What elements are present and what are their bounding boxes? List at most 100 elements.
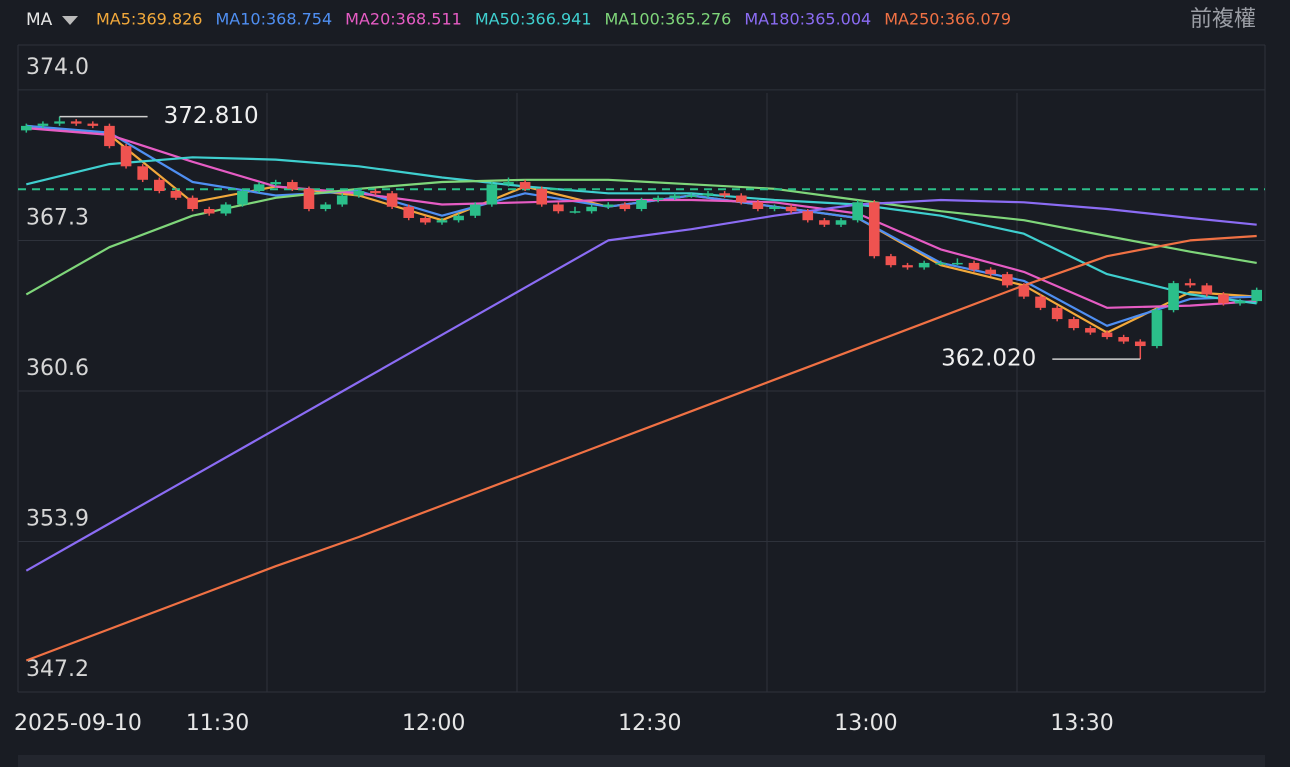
candle-body <box>636 200 647 209</box>
candle-body <box>320 204 331 209</box>
candles <box>20 116 1263 360</box>
legend-entry: MA250:366.079 <box>884 10 1011 29</box>
y-tick-label: 353.9 <box>26 506 89 531</box>
candle-body <box>54 121 65 124</box>
candle-body <box>519 182 531 189</box>
candle-body <box>752 202 764 209</box>
candle-body <box>802 211 814 221</box>
candle-body <box>835 220 847 225</box>
ma-line <box>25 234 1257 662</box>
candle-body <box>104 125 115 147</box>
candle-body <box>1068 319 1080 329</box>
candle-body <box>1168 283 1179 311</box>
candle-body <box>1151 310 1163 347</box>
candle-body <box>553 204 564 212</box>
candle-body <box>287 182 298 189</box>
candle-body <box>536 188 548 205</box>
candle-body <box>852 202 863 221</box>
candle-body <box>453 215 464 221</box>
x-tick-label: 13:00 <box>834 711 897 736</box>
candle-body <box>503 182 514 185</box>
legend: MA MA5:369.826 MA10:368.754 MA20:368.511 MA… <box>26 10 1011 31</box>
candle-body <box>918 262 930 268</box>
candle-body <box>270 182 282 185</box>
candle-body <box>619 204 631 209</box>
candle-body <box>1218 294 1229 304</box>
legend-entry: MA100:365.276 <box>605 10 732 29</box>
candle-body <box>652 197 664 201</box>
x-tick-label: 11:30 <box>186 711 249 736</box>
dropdown-arrow[interactable] <box>62 16 78 25</box>
candle-body <box>70 121 82 124</box>
candle-body <box>885 256 897 266</box>
candle-body <box>735 195 747 203</box>
x-tick-label: 13:30 <box>1050 711 1113 736</box>
annotation-label: 372.810 <box>164 103 259 129</box>
candle-body <box>785 206 797 212</box>
candle-body <box>935 262 947 265</box>
candle-body <box>469 204 481 216</box>
ma-line <box>26 127 1257 309</box>
x-tick-label: 12:00 <box>402 711 465 736</box>
candle-body <box>1234 301 1246 304</box>
candle-body <box>902 265 913 268</box>
candle-body <box>1001 274 1013 286</box>
ma-line <box>25 198 1257 572</box>
candle-body <box>154 179 165 192</box>
candle-body <box>187 197 198 209</box>
candle-body <box>1101 332 1113 338</box>
candle-body <box>253 184 265 192</box>
candle-body <box>203 208 215 214</box>
candle-body <box>968 262 980 270</box>
candle-body <box>353 191 365 196</box>
candle-body <box>669 195 681 198</box>
candle-body <box>985 269 996 275</box>
candle-body <box>1051 307 1063 320</box>
candle-body <box>686 195 697 198</box>
ma-line <box>25 178 1257 296</box>
candle-body <box>20 125 32 131</box>
candle-body <box>602 204 614 207</box>
candle-body <box>952 262 963 265</box>
candle-body <box>436 220 448 223</box>
candle-body <box>303 188 315 209</box>
candle-body <box>336 195 348 205</box>
candle-body <box>137 166 149 180</box>
y-tick-label: 347.2 <box>26 657 89 682</box>
annotation-label: 362.020 <box>941 346 1036 372</box>
legend-entry: MA180:365.004 <box>744 10 871 29</box>
legend-entry: MA20:368.511 <box>345 10 462 29</box>
indicator-label[interactable]: MA <box>26 10 53 30</box>
candle-body <box>569 211 581 213</box>
candle-body <box>370 191 381 194</box>
candle-body <box>819 220 830 225</box>
bottom-panel <box>18 755 1265 767</box>
candle-body <box>120 146 132 167</box>
candle-body <box>386 193 398 207</box>
y-tick-label: 360.6 <box>26 356 89 381</box>
candle-body <box>1018 285 1030 297</box>
candle-body <box>220 204 232 214</box>
candle-body <box>1184 283 1196 286</box>
candle-body <box>1085 328 1096 333</box>
date-label: 2025-09-10 <box>14 711 142 736</box>
y-tick-label: 374.0 <box>26 55 89 80</box>
candle-body <box>1251 289 1263 302</box>
adjust-label[interactable]: 前複權 <box>1190 7 1256 32</box>
candle-body <box>868 202 880 257</box>
candle-body <box>1201 285 1213 295</box>
candle-body <box>1134 341 1146 347</box>
legend-entry: MA50:366.941 <box>475 10 592 29</box>
candle-body <box>170 191 182 198</box>
candle-body <box>702 193 714 196</box>
x-tick-label: 12:30 <box>618 711 681 736</box>
candle-body <box>719 193 730 196</box>
y-tick-label: 367.3 <box>26 205 89 230</box>
ma-line <box>26 156 1257 305</box>
candle-body <box>586 206 597 212</box>
legend-entry: MA5:369.826 <box>96 10 202 29</box>
candle-body <box>1035 296 1046 308</box>
